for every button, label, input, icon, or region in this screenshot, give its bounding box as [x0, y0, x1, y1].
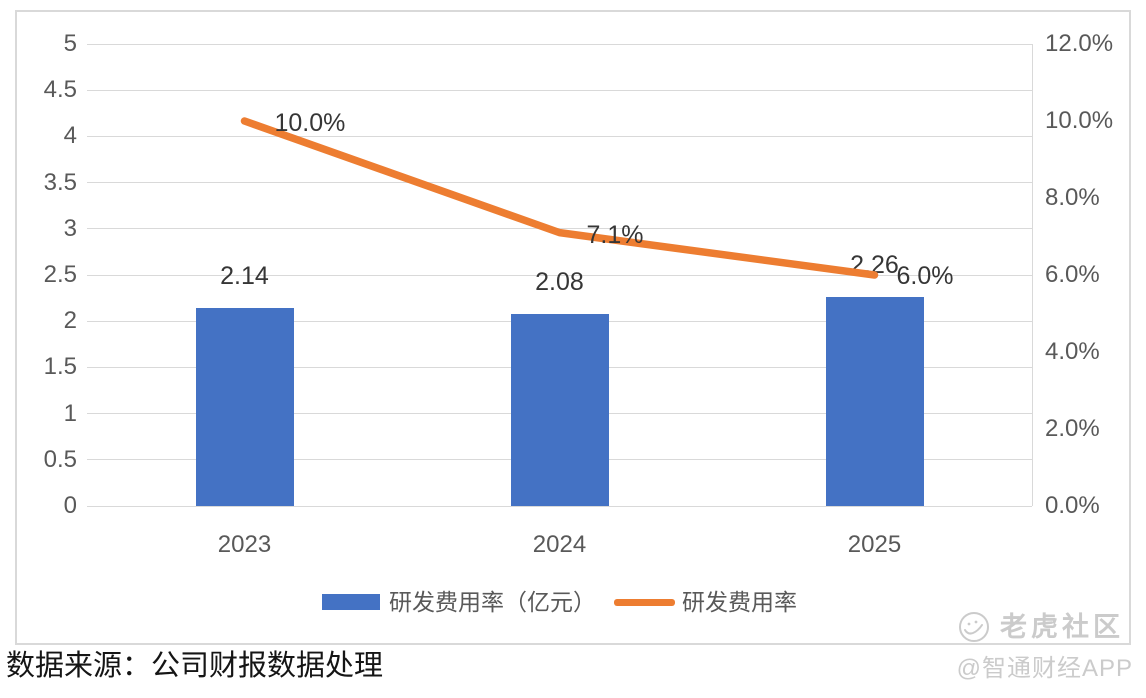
left-axis-tick: 1	[63, 399, 77, 427]
legend-bar-label: 研发费用率（亿元）	[389, 589, 596, 615]
chart-frame: 2.14 2.08 2.26 10.0% 7.1% 6.0% 研发费用率（亿元） 研发费用…	[15, 10, 1131, 645]
bar-value-label: 2.08	[535, 267, 584, 296]
left-axis-tick: 2.5	[43, 261, 77, 288]
secondary-axis-line	[1032, 44, 1033, 506]
gridline	[87, 182, 1032, 184]
right-axis-tick: 4.0%	[1045, 338, 1100, 365]
legend: 研发费用率（亿元） 研发费用率	[87, 584, 1032, 620]
bar-value-label: 2.14	[220, 262, 269, 291]
gridline	[87, 43, 1032, 45]
watermark-app: @智通财经APP	[956, 655, 1133, 682]
legend-line-label: 研发费用率	[682, 589, 797, 615]
left-axis-tick: 4.5	[43, 76, 77, 104]
left-axis-tick: 4	[63, 122, 77, 150]
gridline	[87, 505, 1032, 507]
bar	[195, 308, 294, 506]
source-note: 数据来源：公司财报数据处理	[6, 650, 384, 682]
right-axis-tick: 2.0%	[1045, 415, 1100, 442]
x-axis-label: 2023	[217, 531, 272, 558]
right-axis-tick: 0.0%	[1045, 492, 1100, 519]
watermark-community-label: 老虎社区	[1000, 612, 1124, 642]
line-series	[240, 117, 879, 279]
line-value-label: 10.0%	[274, 109, 346, 137]
right-axis-tick: 12.0%	[1045, 30, 1114, 57]
watermark-tiger-community: 老虎社区	[957, 610, 1124, 644]
plot-area: 2.14 2.08 2.26 10.0% 7.1% 6.0%	[87, 43, 1033, 507]
left-axis-tick: 0.5	[43, 445, 77, 473]
gridline	[87, 274, 1032, 276]
left-axis-tick: 0	[63, 492, 77, 519]
bar	[510, 313, 609, 506]
right-axis-tick: 8.0%	[1045, 184, 1100, 211]
bar	[825, 297, 924, 506]
legend-line-swatch	[614, 598, 675, 606]
left-axis-tick: 3	[63, 214, 77, 242]
line-value-label: 6.0%	[896, 262, 954, 290]
right-axis-tick: 6.0%	[1045, 261, 1100, 288]
line-value-label: 7.1%	[586, 220, 644, 249]
tiger-logo-icon	[959, 612, 989, 642]
left-axis-tick: 1.5	[43, 353, 77, 381]
right-axis-tick: 10.0%	[1045, 107, 1114, 134]
left-axis-tick: 3.5	[43, 168, 77, 196]
x-axis-label: 2024	[532, 531, 587, 558]
gridline	[87, 135, 1032, 137]
gridline	[87, 89, 1032, 91]
left-axis-tick: 2	[63, 307, 77, 335]
legend-bar-swatch	[322, 594, 380, 610]
x-axis-label: 2025	[847, 531, 902, 558]
left-axis-tick: 5	[63, 30, 77, 57]
